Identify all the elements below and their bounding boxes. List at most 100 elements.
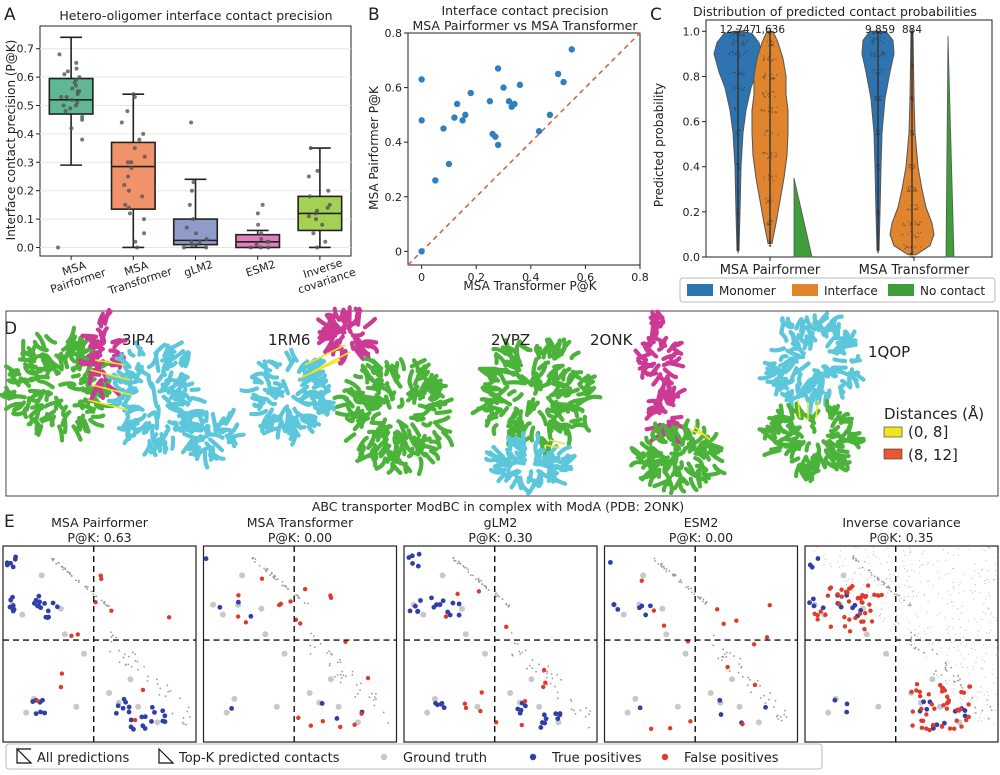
noise-dot bbox=[927, 563, 928, 564]
noise-dot bbox=[830, 563, 831, 564]
struct-2onk-magenta-2-strand bbox=[668, 384, 669, 393]
noise-dot bbox=[964, 573, 965, 574]
noise-dot bbox=[949, 638, 950, 639]
struct-3ip4-cyan-tail-strand bbox=[206, 426, 208, 434]
prediction-dot bbox=[478, 579, 480, 581]
noise-dot bbox=[927, 600, 928, 601]
noise-dot bbox=[901, 598, 902, 599]
noise-dot bbox=[960, 582, 961, 583]
violin-pf-interface-dot bbox=[772, 132, 773, 133]
true-positive-dot bbox=[38, 710, 43, 715]
false-positive-dot bbox=[338, 725, 342, 729]
violin-mt-interface-dot bbox=[913, 186, 914, 187]
true-positive-dot bbox=[127, 705, 132, 710]
ground-truth-dot bbox=[482, 651, 488, 657]
false-positive-dot bbox=[35, 699, 39, 703]
true-positive-dot bbox=[152, 710, 157, 715]
noise-dot bbox=[882, 608, 883, 609]
prediction-dot bbox=[975, 712, 977, 714]
data-point bbox=[137, 138, 141, 142]
struct-1rm6-cyan-strand bbox=[251, 411, 266, 414]
prediction-dot bbox=[535, 671, 537, 673]
violin-mt-monomer-dot bbox=[882, 54, 883, 55]
noise-dot bbox=[996, 655, 997, 656]
false-positive-dot bbox=[964, 718, 968, 722]
noise-dot bbox=[899, 599, 900, 600]
panel-c-ylabel: Predicted probability bbox=[652, 83, 666, 207]
false-positive-dot bbox=[826, 593, 830, 597]
struct-3ip4-green-strand bbox=[69, 386, 83, 389]
true-positive-dot bbox=[139, 715, 144, 720]
violin-pf-monomer-dot bbox=[741, 44, 742, 45]
noise-dot bbox=[909, 547, 910, 548]
prediction-dot bbox=[91, 590, 93, 592]
false-positive-dot bbox=[768, 603, 772, 607]
violin-pf-interface-dot bbox=[772, 111, 773, 112]
distance-legend: Distances (Å) (0, 8] (8, 12] bbox=[884, 404, 984, 464]
violin-pf-interface-dot bbox=[768, 96, 769, 97]
prediction-dot bbox=[665, 570, 667, 572]
struct-1rm6-cyan-strand bbox=[268, 400, 275, 404]
group-label: MSA Pairformer bbox=[720, 263, 821, 278]
false-positive-dot bbox=[321, 719, 325, 723]
noise-dot bbox=[949, 679, 950, 680]
noise-dot bbox=[948, 573, 949, 574]
prediction-dot bbox=[898, 595, 900, 597]
true-positive-dot bbox=[121, 706, 126, 711]
noise-dot bbox=[985, 550, 986, 551]
noise-dot bbox=[939, 612, 940, 613]
true-positive-dot bbox=[46, 609, 51, 614]
prediction-dot bbox=[660, 564, 662, 566]
true-positive-dot bbox=[140, 723, 145, 728]
false-positive-dot bbox=[504, 625, 508, 629]
noise-dot bbox=[993, 723, 994, 724]
panel-a-boxes bbox=[49, 37, 341, 249]
violin-pf-interface-dot bbox=[771, 41, 772, 42]
prediction-dot bbox=[495, 592, 497, 594]
data-point bbox=[191, 217, 195, 221]
true-positive-dot bbox=[13, 555, 18, 560]
noise-dot bbox=[873, 547, 874, 548]
true-positive-dot bbox=[30, 699, 35, 704]
struct-1rm6-green-strand bbox=[437, 411, 450, 413]
ytick-label: 0.4 bbox=[683, 161, 701, 174]
noise-dot bbox=[993, 683, 994, 684]
noise-dot bbox=[974, 590, 975, 591]
noise-dot bbox=[916, 634, 917, 635]
violin-pf-monomer-dot bbox=[735, 110, 736, 111]
ground-truth-dot bbox=[729, 676, 735, 682]
violin-pf-interface-dot bbox=[764, 96, 765, 97]
noise-dot bbox=[863, 584, 864, 585]
ground-truth-dot bbox=[463, 631, 469, 637]
prediction-dot bbox=[881, 581, 883, 583]
false-positive-dot bbox=[927, 728, 931, 732]
violin-mt-monomer-dot bbox=[871, 41, 872, 42]
violin-pf-monomer-dot bbox=[734, 72, 735, 73]
prediction-dot bbox=[119, 661, 121, 663]
struct-2vpz-green-strand bbox=[573, 372, 581, 373]
false-positive-dot bbox=[872, 593, 876, 597]
noise-dot bbox=[937, 572, 938, 573]
data-point bbox=[189, 121, 193, 125]
noise-dot bbox=[916, 613, 917, 614]
struct-1rm6-green-strand bbox=[334, 397, 347, 399]
map-method-title: ESM2 bbox=[684, 515, 719, 530]
struct-2vpz-green-strand bbox=[490, 400, 502, 402]
noise-dot bbox=[987, 579, 988, 580]
prediction-dot bbox=[532, 659, 534, 661]
true-positive-dot bbox=[410, 561, 415, 566]
noise-dot bbox=[903, 597, 904, 598]
struct-1rm6-cyan-strand bbox=[294, 409, 301, 416]
true-positive-dot bbox=[519, 708, 524, 713]
scatter-point bbox=[547, 112, 553, 118]
violin-pf-monomer-dot bbox=[735, 131, 736, 132]
violin-pf-interface-dot bbox=[773, 199, 774, 200]
prediction-dot bbox=[874, 576, 876, 578]
violin-pf-monomer-dot bbox=[734, 108, 735, 109]
false-positive-dot bbox=[858, 611, 862, 615]
false-positive-dot bbox=[876, 593, 880, 597]
prediction-dot bbox=[309, 645, 311, 647]
prediction-dot bbox=[479, 581, 481, 583]
noise-dot bbox=[997, 677, 998, 678]
panel-letter-e: E bbox=[4, 512, 15, 532]
